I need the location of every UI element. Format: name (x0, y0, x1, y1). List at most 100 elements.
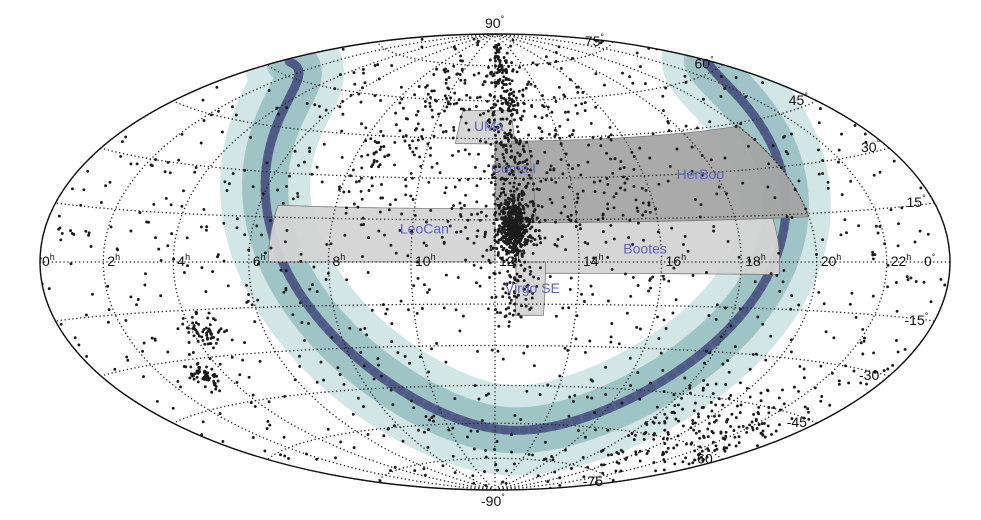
star-point (929, 300, 933, 304)
star-point (918, 229, 922, 233)
star-point (377, 363, 380, 367)
star-point (196, 332, 200, 336)
star-point (421, 137, 425, 141)
star-point (634, 198, 638, 202)
star-point (701, 97, 705, 101)
star-point (785, 215, 789, 219)
star-point (715, 192, 719, 196)
star-point (514, 204, 518, 208)
star-point (369, 137, 373, 141)
star-point (193, 170, 197, 174)
star-point (493, 235, 497, 239)
star-point (495, 158, 499, 161)
star-point (458, 329, 462, 333)
star-point (790, 132, 793, 136)
star-point (837, 379, 841, 383)
star-point (582, 300, 586, 303)
star-point (367, 236, 370, 240)
star-point (522, 102, 526, 106)
star-point (661, 368, 665, 372)
star-point (464, 121, 468, 125)
star-point (651, 132, 655, 136)
star-point (457, 98, 461, 102)
star-point (508, 301, 512, 305)
star-point (483, 235, 487, 239)
star-point (373, 139, 377, 143)
star-point (554, 50, 558, 54)
star-point (767, 411, 771, 415)
star-point (725, 446, 729, 450)
star-point (599, 463, 603, 467)
star-point (506, 204, 510, 208)
star-point (604, 365, 608, 369)
star-point (223, 330, 226, 334)
star-point (509, 149, 513, 153)
star-point (468, 96, 472, 100)
star-point (494, 147, 498, 151)
star-point (196, 380, 200, 384)
star-point (513, 176, 517, 180)
star-point (493, 213, 497, 217)
star-point (539, 137, 543, 141)
star-point (461, 314, 465, 318)
star-point (516, 166, 520, 170)
star-point (325, 242, 329, 246)
dec-tick-label: -15° (905, 311, 929, 328)
star-point (504, 199, 508, 203)
star-point (609, 335, 613, 339)
star-point (871, 250, 875, 254)
star-point (181, 322, 185, 326)
star-point (558, 124, 562, 128)
field-label-bootes: Bootes (623, 240, 667, 256)
star-point (576, 90, 580, 94)
star-point (522, 109, 526, 113)
star-point (706, 383, 710, 387)
star-point (416, 109, 420, 113)
star-point (199, 225, 203, 229)
star-point (569, 219, 573, 223)
star-point (546, 105, 550, 109)
star-point (326, 271, 330, 275)
star-point (701, 386, 705, 390)
star-point (688, 384, 692, 388)
star-point (190, 315, 194, 319)
star-point (504, 148, 508, 152)
star-point (649, 286, 653, 290)
star-point (686, 249, 690, 253)
star-point (601, 213, 605, 217)
star-point (143, 283, 147, 287)
star-point (379, 99, 383, 102)
star-point (477, 397, 481, 401)
star-point (540, 116, 544, 120)
star-point (486, 307, 490, 311)
star-point (511, 256, 515, 260)
star-point (507, 239, 511, 243)
star-point (362, 405, 365, 409)
star-point (510, 216, 514, 220)
star-point (895, 309, 899, 313)
star-point (99, 201, 103, 204)
star-point (420, 37, 424, 41)
star-point (505, 162, 509, 166)
star-point (484, 204, 488, 208)
star-point (377, 165, 381, 169)
star-point (554, 220, 557, 224)
star-point (580, 292, 583, 296)
star-point (764, 358, 768, 362)
star-point (398, 228, 402, 232)
star-point (513, 136, 517, 140)
star-point (467, 152, 471, 156)
star-point (517, 312, 521, 316)
star-point (182, 189, 185, 193)
star-point (599, 144, 603, 148)
star-point (508, 104, 511, 108)
star-point (326, 427, 330, 431)
star-point (416, 122, 420, 126)
star-point (342, 190, 346, 194)
star-point (539, 241, 543, 245)
star-point (589, 121, 593, 125)
star-point (201, 377, 205, 381)
star-point (429, 146, 433, 150)
star-point (121, 140, 124, 144)
star-point (69, 262, 73, 266)
